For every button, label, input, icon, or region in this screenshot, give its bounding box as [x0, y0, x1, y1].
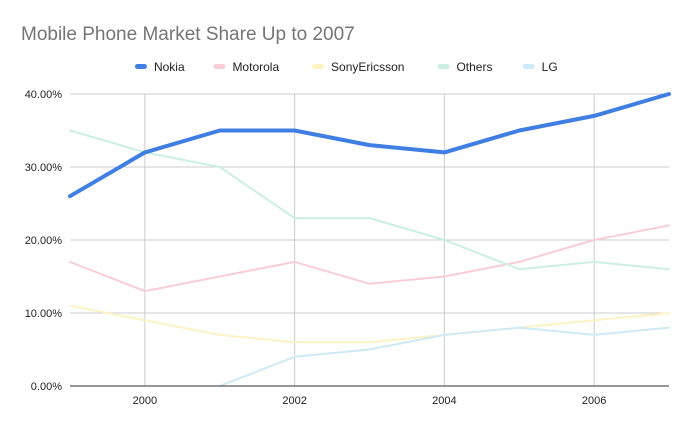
- series-line-motorola: [69, 224, 670, 293]
- legend-swatch-sonyericsson: [312, 64, 325, 69]
- legend-label-motorola: Motorola: [232, 60, 279, 74]
- y-tick-label: 30.00%: [25, 162, 63, 174]
- y-tick-label: 10.00%: [25, 308, 63, 320]
- legend-label-others: Others: [456, 60, 492, 74]
- legend-swatch-others: [437, 64, 450, 69]
- series-line-sonyericsson: [69, 304, 670, 344]
- legend-label-sonyericsson: SonyEricsson: [331, 60, 404, 74]
- chart-title: Mobile Phone Market Share Up to 2007: [21, 24, 355, 45]
- legend-label-nokia: Nokia: [154, 60, 185, 74]
- axes: 0.00% 10.00% 20.00% 30.00% 40.00% 2000 2002 200…: [25, 89, 669, 407]
- series-lines: [68, 92, 671, 387]
- legend: Nokia Motorola SonyEricsson Others LG: [134, 60, 558, 74]
- y-tick-label: 40.00%: [25, 89, 63, 101]
- legend-label-lg: LG: [542, 60, 558, 74]
- legend-swatch-nokia: [134, 64, 147, 69]
- x-tick-label: 2002: [282, 395, 306, 407]
- legend-swatch-lg: [522, 64, 535, 69]
- y-tick-label: 0.00%: [31, 381, 62, 393]
- y-tick-label: 20.00%: [25, 235, 63, 247]
- grid: [70, 93, 669, 386]
- x-tick-label: 2000: [133, 395, 157, 407]
- x-tick-label: 2006: [582, 395, 606, 407]
- series-line-nokia: [68, 92, 671, 199]
- x-tick-label: 2004: [432, 395, 456, 407]
- legend-swatch-motorola: [213, 64, 226, 69]
- series-line-others: [69, 129, 670, 271]
- series-line-lg: [218, 326, 670, 387]
